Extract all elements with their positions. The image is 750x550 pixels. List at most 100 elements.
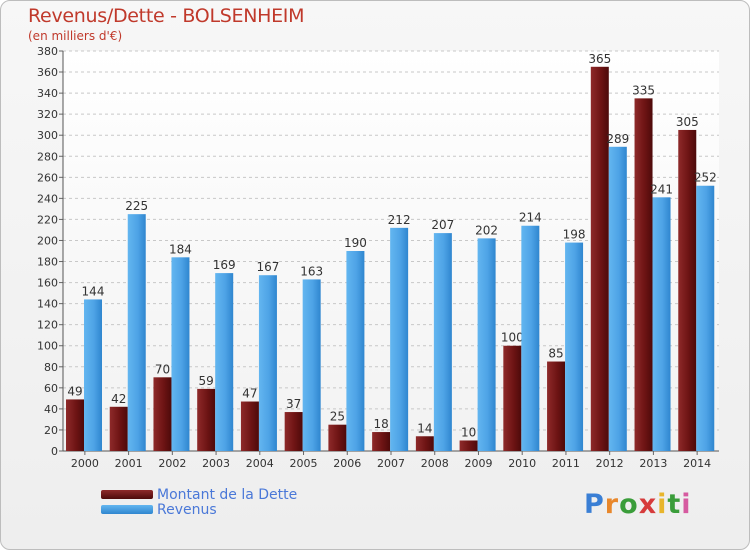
bar-revenus-2000: [84, 299, 102, 451]
data-label-revenus-2010: 214: [519, 211, 542, 225]
x-tick-label: 2009: [464, 457, 492, 470]
bar-dette-2004: [240, 401, 259, 451]
y-tick-label: 360: [37, 66, 58, 79]
bar-dette-2003: [197, 388, 216, 451]
data-label-revenus-2011: 198: [563, 228, 586, 242]
x-tick-label: 2005: [290, 457, 318, 470]
data-label-revenus-2002: 184: [169, 242, 192, 256]
logo-letter: i: [681, 489, 692, 520]
logo-letter: t: [667, 489, 682, 520]
data-label-dette-2006: 25: [330, 410, 345, 424]
y-tick-label: 240: [37, 192, 58, 205]
legend-item-revenus: Revenus: [101, 501, 297, 518]
bar-revenus-2012: [608, 146, 627, 451]
data-label-dette-2002: 70: [155, 362, 170, 376]
y-tick-label: 180: [37, 256, 58, 269]
legend-swatch-revenus: [101, 505, 153, 514]
data-label-dette-2013: 335: [632, 83, 655, 97]
data-label-revenus-2008: 207: [431, 218, 454, 232]
bar-revenus-2002: [171, 257, 190, 451]
logo-letter: r: [604, 489, 620, 520]
legend-label-revenus: Revenus: [157, 501, 217, 518]
bar-dette-2010: [503, 345, 522, 451]
logo-letter: x: [638, 489, 658, 520]
data-label-dette-2001: 42: [111, 392, 126, 406]
x-tick-label: 2000: [71, 457, 99, 470]
bar-dette-2005: [284, 412, 303, 451]
data-label-dette-2000: 49: [67, 384, 82, 398]
y-tick-label: 100: [37, 340, 58, 353]
y-tick-label: 60: [44, 382, 58, 395]
data-label-dette-2003: 59: [199, 374, 214, 388]
bar-dette-2000: [66, 399, 84, 451]
x-tick-label: 2010: [508, 457, 536, 470]
bar-dette-2011: [547, 361, 566, 451]
bar-dette-2006: [328, 424, 347, 451]
bar-revenus-2010: [521, 225, 540, 451]
data-label-revenus-2003: 169: [213, 258, 236, 272]
chart-title: Revenus/Dette - BOLSENHEIM: [28, 5, 305, 27]
bar-dette-2013: [634, 98, 653, 452]
legend: Montant de la Dette Revenus: [101, 486, 298, 518]
bar-revenus-2009: [477, 238, 496, 451]
data-label-revenus-2005: 163: [300, 264, 323, 278]
y-tick-label: 160: [37, 277, 58, 290]
legend-item-dette: Montant de la Dette: [101, 486, 298, 503]
bar-dette-2009: [459, 440, 478, 451]
x-tick-label: 2014: [683, 457, 711, 470]
y-tick-label: 340: [37, 87, 58, 100]
bar-revenus-2011: [565, 242, 584, 451]
data-label-dette-2004: 47: [242, 387, 257, 401]
bar-dette-2014: [678, 129, 697, 451]
data-label-revenus-2001: 225: [125, 199, 148, 213]
x-tick-label: 2006: [333, 457, 361, 470]
y-tick-label: 300: [37, 129, 58, 142]
data-label-revenus-2009: 202: [475, 223, 498, 237]
data-label-dette-2008: 14: [417, 421, 432, 435]
legend-label-dette: Montant de la Dette: [157, 486, 298, 503]
legend-swatch-dette: [101, 490, 153, 499]
data-label-revenus-2013: 241: [650, 182, 673, 196]
data-label-revenus-2007: 212: [388, 213, 411, 227]
bar-dette-2001: [109, 406, 128, 451]
x-tick-label: 2003: [202, 457, 230, 470]
bar-revenus-2004: [258, 275, 277, 451]
y-tick-label: 140: [37, 298, 58, 311]
y-tick-label: 20: [44, 424, 58, 437]
x-tick-label: 2008: [421, 457, 449, 470]
data-label-dette-2012: 365: [588, 52, 611, 66]
x-tick-label: 2013: [639, 457, 667, 470]
bar-revenus-2008: [433, 233, 452, 451]
proxiti-logo: Proxiti: [584, 489, 692, 520]
bar-revenus-2003: [215, 273, 234, 451]
x-tick-label: 2012: [596, 457, 624, 470]
bar-dette-2002: [153, 377, 172, 451]
y-tick-label: 200: [37, 234, 58, 247]
y-tick-label: 40: [44, 403, 58, 416]
x-tick-label: 2004: [246, 457, 274, 470]
bar-revenus-2014: [696, 185, 715, 451]
data-label-dette-2014: 305: [676, 115, 699, 129]
data-label-dette-2009: 10: [461, 425, 476, 439]
bar-revenus-2001: [127, 214, 146, 451]
data-label-dette-2007: 18: [373, 417, 388, 431]
bar-revenus-2006: [346, 251, 365, 451]
chart-subtitle: (en milliers d'€): [28, 29, 123, 43]
y-tick-label: 260: [37, 171, 58, 184]
x-tick-label: 2002: [158, 457, 186, 470]
y-tick-label: 320: [37, 108, 58, 121]
logo-letter: P: [584, 489, 605, 520]
bar-dette-2008: [415, 436, 434, 451]
data-label-revenus-2006: 190: [344, 236, 367, 250]
bar-revenus-2007: [390, 227, 409, 451]
data-label-dette-2010: 100: [501, 331, 524, 345]
bar-revenus-2005: [302, 279, 321, 451]
y-tick-label: 220: [37, 213, 58, 226]
bar-dette-2007: [372, 432, 391, 451]
y-tick-label: 380: [37, 45, 58, 58]
x-tick-label: 2007: [377, 457, 405, 470]
data-label-revenus-2014: 252: [694, 171, 717, 185]
y-tick-label: 80: [44, 361, 58, 374]
